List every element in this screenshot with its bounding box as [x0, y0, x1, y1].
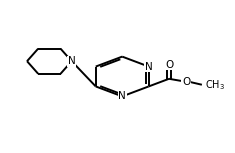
Text: CH$_3$: CH$_3$ — [205, 78, 225, 92]
Text: O: O — [165, 60, 173, 70]
Text: O: O — [182, 77, 190, 87]
Text: N: N — [118, 91, 126, 101]
Text: N: N — [145, 62, 153, 72]
Text: N: N — [68, 56, 75, 66]
